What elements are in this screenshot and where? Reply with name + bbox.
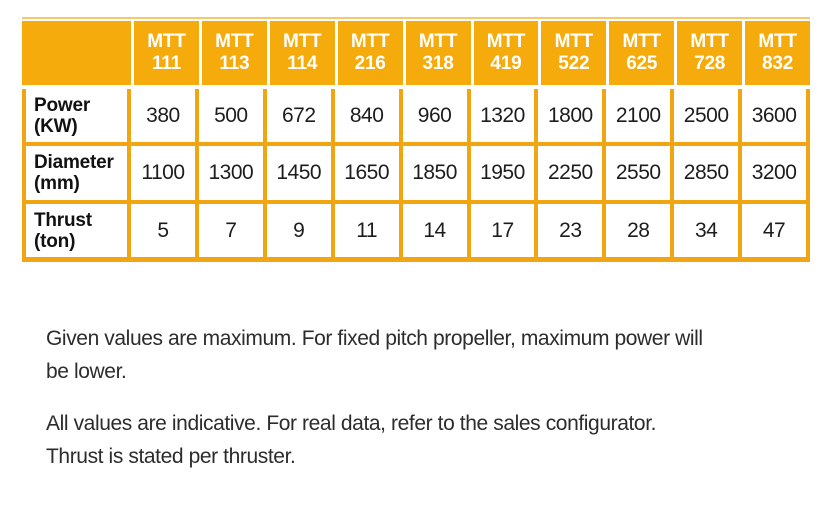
column-header-mtt-522: MTT 522: [538, 21, 606, 85]
note-line: be lower.: [46, 360, 127, 383]
note-indicative-values: All values are indicative. For real data…: [46, 407, 656, 473]
value-cell: 840: [334, 89, 403, 142]
value-cell: 9: [266, 200, 335, 257]
note-line: All values are indicative. For real data…: [46, 412, 657, 435]
row-label-diameter: Diameter (mm): [22, 142, 131, 200]
table-body: Power (KW) 380 500 672 840 960 1320 1800 …: [22, 89, 810, 262]
value-cell: 7: [198, 200, 267, 257]
value-cell: 11: [334, 200, 403, 257]
column-header-mtt-318: MTT 318: [402, 21, 471, 85]
value-cell: 1320: [470, 89, 539, 142]
column-header-mtt-832: MTT 832: [742, 21, 810, 85]
value-cell: 2550: [606, 142, 675, 200]
value-cell: 2100: [606, 89, 675, 142]
value-cell: 672: [266, 89, 335, 142]
table-top-accent-line: [22, 17, 810, 19]
column-header-mtt-113: MTT 113: [198, 21, 267, 85]
table-row-power: Power (KW) 380 500 672 840 960 1320 1800 …: [22, 89, 810, 142]
value-cell: 14: [402, 200, 471, 257]
table-corner-cell: [22, 21, 131, 85]
value-cell: 1450: [266, 142, 335, 200]
value-cell: 1100: [131, 142, 199, 200]
note-line: Given values are maximum. For fixed pitc…: [46, 327, 703, 350]
table-header-row: MTT 111 MTT 113 MTT 114 MTT 216 MTT 318 MTT 41…: [22, 21, 810, 85]
column-header-mtt-419: MTT 419: [470, 21, 539, 85]
value-cell: 1300: [198, 142, 267, 200]
value-cell: 47: [742, 200, 810, 257]
value-cell: 2500: [674, 89, 743, 142]
value-cell: 380: [131, 89, 199, 142]
value-cell: 17: [470, 200, 539, 257]
value-cell: 5: [131, 200, 199, 257]
note-line: Thrust is stated per thruster.: [46, 445, 296, 468]
value-cell: 34: [674, 200, 743, 257]
value-cell: 1800: [538, 89, 607, 142]
value-cell: 1950: [470, 142, 539, 200]
thruster-spec-table: MTT 111 MTT 113 MTT 114 MTT 216 MTT 318 MTT 41…: [22, 17, 810, 262]
value-cell: 1850: [402, 142, 471, 200]
column-header-mtt-728: MTT 728: [674, 21, 742, 85]
value-cell: 28: [606, 200, 675, 257]
value-cell: 1650: [334, 142, 403, 200]
column-header-mtt-625: MTT 625: [606, 21, 674, 85]
column-header-mtt-216: MTT 216: [334, 21, 403, 85]
value-cell: 500: [198, 89, 267, 142]
value-cell: 3200: [742, 142, 810, 200]
value-cell: 3600: [742, 89, 810, 142]
table-row-diameter: Diameter (mm) 1100 1300 1450 1650 1850 19…: [22, 142, 810, 200]
note-maximum-values: Given values are maximum. For fixed pitc…: [46, 322, 703, 388]
column-header-mtt-111: MTT 111: [131, 21, 199, 85]
row-label-thrust: Thrust (ton): [22, 200, 131, 257]
value-cell: 960: [402, 89, 471, 142]
table-row-thrust: Thrust (ton) 5 7 9 11 14 17 23 28 34 47: [22, 200, 810, 257]
value-cell: 23: [538, 200, 607, 257]
column-header-mtt-114: MTT 114: [266, 21, 335, 85]
value-cell: 2250: [538, 142, 607, 200]
value-cell: 2850: [674, 142, 743, 200]
row-label-power: Power (KW): [22, 89, 131, 142]
